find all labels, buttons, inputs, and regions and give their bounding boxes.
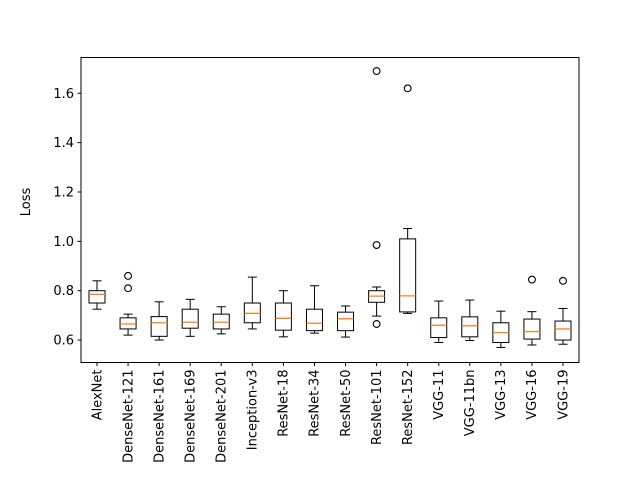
- iqr-box: [461, 316, 479, 338]
- box-ResNet-101: [368, 67, 386, 328]
- outlier-point: [403, 84, 412, 93]
- x-tick-label: AlexNet: [90, 370, 105, 421]
- x-tick-label: ResNet-50: [339, 370, 354, 437]
- x-tick-label: DenseNet-201: [215, 370, 230, 463]
- outlier-point: [372, 241, 381, 249]
- box-ResNet-152: [399, 84, 417, 314]
- x-tick-label: Inception-v3: [246, 370, 261, 451]
- x-tick-label: DenseNet-169: [183, 370, 198, 463]
- iqr-box: [430, 317, 448, 339]
- box-DenseNet-201: [212, 306, 230, 335]
- x-tick-label: ResNet-152: [401, 370, 416, 446]
- y-tick-label: 1.0: [53, 235, 74, 250]
- y-axis-label: Loss: [19, 188, 34, 217]
- x-tick-label: VGG-11: [432, 370, 447, 420]
- x-tick-label: VGG-13: [494, 370, 509, 420]
- x-axis-ticks: AlexNet DenseNet-121 DenseNet-161 DenseNet-…: [90, 362, 571, 463]
- outlier-point: [372, 320, 381, 328]
- iqr-box: [212, 313, 230, 330]
- iqr-box: [88, 290, 106, 304]
- box-ResNet-18: [274, 290, 292, 338]
- x-tick-label: VGG-11bn: [463, 370, 478, 437]
- outlier-point: [372, 67, 381, 76]
- x-tick-label: DenseNet-121: [121, 370, 136, 463]
- box-VGG-11: [430, 300, 448, 344]
- outlier-point: [124, 284, 133, 293]
- box-VGG-11bn: [461, 299, 479, 342]
- x-tick-label: DenseNet-161: [152, 370, 167, 463]
- iqr-box: [337, 311, 355, 332]
- y-tick-label: 0.8: [53, 284, 74, 299]
- x-tick-label: ResNet-18: [277, 370, 292, 437]
- iqr-box: [181, 308, 199, 329]
- x-tick-label: ResNet-101: [370, 370, 385, 446]
- boxplot-boxes: [88, 67, 572, 348]
- iqr-box: [399, 238, 417, 313]
- iqr-box: [274, 302, 292, 331]
- box-AlexNet: [88, 280, 106, 310]
- y-tick-label: 1.6: [53, 87, 74, 102]
- box-DenseNet-121: [119, 271, 137, 336]
- x-tick-label: ResNet-34: [308, 370, 323, 437]
- box-DenseNet-161: [150, 301, 168, 341]
- y-axis-ticks: 0.6 0.8 1.0 1.2 1.4 1.6: [53, 87, 81, 349]
- box-ResNet-50: [337, 305, 355, 338]
- x-tick-label: VGG-16: [525, 370, 540, 420]
- y-tick-label: 1.2: [53, 186, 74, 201]
- iqr-box: [523, 318, 541, 340]
- outlier-point: [527, 275, 536, 284]
- outlier-point: [124, 271, 133, 280]
- axes-frame: [80, 57, 580, 363]
- outlier-point: [559, 276, 567, 285]
- box-Inception-v3: [243, 276, 261, 330]
- iqr-box: [305, 308, 323, 332]
- box-VGG-16: [523, 275, 541, 346]
- box-ResNet-34: [305, 285, 323, 334]
- x-tick-label: VGG-19: [556, 370, 571, 420]
- y-tick-label: 0.6: [53, 334, 74, 349]
- box-VGG-19: [554, 276, 572, 345]
- box-DenseNet-169: [181, 298, 199, 337]
- iqr-box: [554, 320, 572, 341]
- iqr-box: [150, 316, 168, 337]
- y-tick-label: 1.4: [53, 136, 74, 151]
- box-VGG-13: [492, 310, 510, 348]
